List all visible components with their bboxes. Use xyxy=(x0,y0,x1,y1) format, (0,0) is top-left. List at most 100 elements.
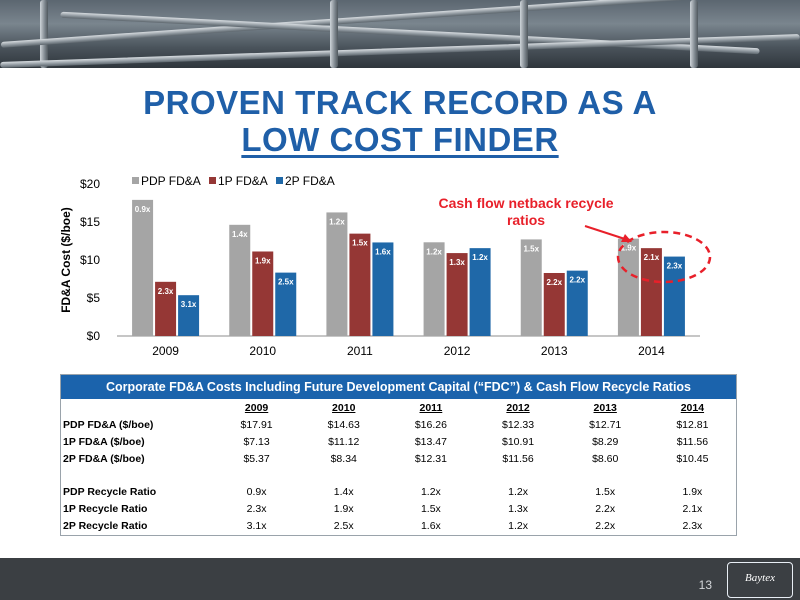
table-cell: $8.34 xyxy=(330,452,357,465)
bar xyxy=(446,253,468,336)
table-cell: 1.5x xyxy=(595,485,616,498)
bar-label: 2.2x xyxy=(569,276,585,285)
table-cell: $5.37 xyxy=(243,452,270,465)
bar-label: 1.2x xyxy=(329,217,345,226)
y-tick-label: $10 xyxy=(80,253,100,267)
table-cell: 2.1x xyxy=(682,502,703,515)
bar-label: 1.5x xyxy=(352,239,368,248)
table-cell: 1.4x xyxy=(333,485,354,498)
bar xyxy=(132,199,154,336)
row-label: 2P FD&A ($/boe) xyxy=(63,452,145,465)
bar xyxy=(178,295,200,336)
fda-costs-table: Corporate FD&A Costs Including Future De… xyxy=(60,374,737,536)
table-cell: $7.13 xyxy=(243,435,270,448)
table-cell: 2.2x xyxy=(595,519,616,532)
x-tick-label: 2013 xyxy=(541,344,568,358)
bar-label: 2.3x xyxy=(667,262,683,271)
table-row: PDP FD&A ($/boe) $17.91 $14.63 $16.26 $1… xyxy=(61,416,736,433)
year-header: 2013 xyxy=(593,401,617,414)
bar xyxy=(326,212,348,336)
bar xyxy=(155,281,177,336)
table-cell: 2.3x xyxy=(246,502,267,515)
table-cell: $11.56 xyxy=(502,452,534,465)
row-label: PDP Recycle Ratio xyxy=(63,485,157,498)
bar xyxy=(543,272,565,336)
bar xyxy=(663,256,685,336)
bar xyxy=(275,272,297,336)
bar xyxy=(252,251,274,336)
table-cell: $17.91 xyxy=(240,418,273,431)
table-cell: $8.60 xyxy=(592,452,619,465)
table-cell: 0.9x xyxy=(246,485,267,498)
bar xyxy=(229,224,251,336)
company-logo: Baytex xyxy=(727,562,793,598)
footer-bar xyxy=(0,558,800,600)
bar-label: 1.4x xyxy=(232,230,248,239)
annotation-text: Cash flow netback recycle xyxy=(438,195,613,211)
header-banner-photo xyxy=(0,0,800,68)
bar-label: 2.2x xyxy=(546,278,562,287)
table-row: PDP Recycle Ratio 0.9x 1.4x 1.2x 1.2x 1.… xyxy=(61,483,736,500)
table-row: 1P Recycle Ratio 2.3x 1.9x 1.5x 1.3x 2.2… xyxy=(61,500,736,517)
table-cell: 1.5x xyxy=(420,502,441,515)
table-cell: $11.56 xyxy=(676,435,709,448)
table-cell: 1.2x xyxy=(420,485,441,498)
bar xyxy=(617,238,639,336)
x-tick-label: 2010 xyxy=(249,344,276,358)
table-cell: 1.2x xyxy=(508,519,528,532)
table-title: Corporate FD&A Costs Including Future De… xyxy=(61,375,736,399)
bar-label: 2.1x xyxy=(644,253,660,262)
bar-label: 1.3x xyxy=(449,258,465,267)
x-tick-label: 2014 xyxy=(638,344,665,358)
year-header: 2014 xyxy=(680,401,705,414)
table-cell: $10.45 xyxy=(676,452,709,465)
table-cell: 2.5x xyxy=(333,519,354,532)
bar-label: 1.9x xyxy=(621,244,637,253)
table-cell: $8.29 xyxy=(592,435,619,448)
table-grid: 2009 2010 2011 2012 2013 2014 PDP FD&A (… xyxy=(61,399,736,534)
bar-label: 1.2x xyxy=(426,247,442,256)
x-tick-label: 2012 xyxy=(444,344,471,358)
bar-label: 0.9x xyxy=(135,205,151,214)
legend-label: 2P FD&A xyxy=(285,174,335,188)
row-label: 1P Recycle Ratio xyxy=(63,502,148,515)
legend-swatch xyxy=(276,177,283,184)
legend-label: PDP FD&A xyxy=(141,174,201,188)
legend-swatch xyxy=(209,177,216,184)
bar xyxy=(423,242,445,336)
table-cell: 3.1x xyxy=(246,519,267,532)
legend-swatch xyxy=(132,177,139,184)
year-header: 2009 xyxy=(244,401,269,414)
table-row: 2P FD&A ($/boe) $5.37 $8.34 $12.31 $11.5… xyxy=(61,450,736,467)
year-header: 2012 xyxy=(506,401,530,414)
table-cell: $16.26 xyxy=(414,418,447,431)
y-tick-label: $15 xyxy=(80,215,100,229)
row-label: PDP FD&A ($/boe) xyxy=(63,418,154,431)
table-cell: 1.3x xyxy=(508,502,528,515)
table-cell: $12.71 xyxy=(589,418,622,431)
annotation-arrow-line xyxy=(584,225,629,241)
table-cell: $12.81 xyxy=(676,418,709,431)
y-tick-label: $5 xyxy=(87,291,101,305)
table-cell: 2.2x xyxy=(595,502,616,515)
fda-cost-bar-chart: $0 $5 $10 $15 $20 FD&A Cost ($/boe) 0.9x 2.3x 3.… xyxy=(59,174,712,358)
bar xyxy=(640,248,662,336)
table-spacer-row xyxy=(61,467,736,483)
row-label: 1P FD&A ($/boe) xyxy=(63,435,145,448)
legend-label: 1P FD&A xyxy=(218,174,268,188)
bar-label: 1.2x xyxy=(472,253,488,262)
table-cell: $11.12 xyxy=(328,435,360,448)
table-cell: $14.63 xyxy=(327,418,360,431)
table-cell: 1.6x xyxy=(420,519,441,532)
bar xyxy=(469,248,491,336)
table-cell: 1.9x xyxy=(333,502,354,515)
annotation-text: ratios xyxy=(507,212,545,228)
table-cell: 1.2x xyxy=(508,485,528,498)
y-tick-label: $20 xyxy=(80,177,100,191)
page-title-line1: PROVEN TRACK RECORD AS A xyxy=(143,84,657,121)
bar xyxy=(349,233,371,336)
y-tick-label: $0 xyxy=(87,329,101,343)
table-row: 1P FD&A ($/boe) $7.13 $11.12 $13.47 $10.… xyxy=(61,433,736,450)
bar-label: 2.5x xyxy=(278,278,294,287)
bar-label: 1.9x xyxy=(255,256,271,265)
